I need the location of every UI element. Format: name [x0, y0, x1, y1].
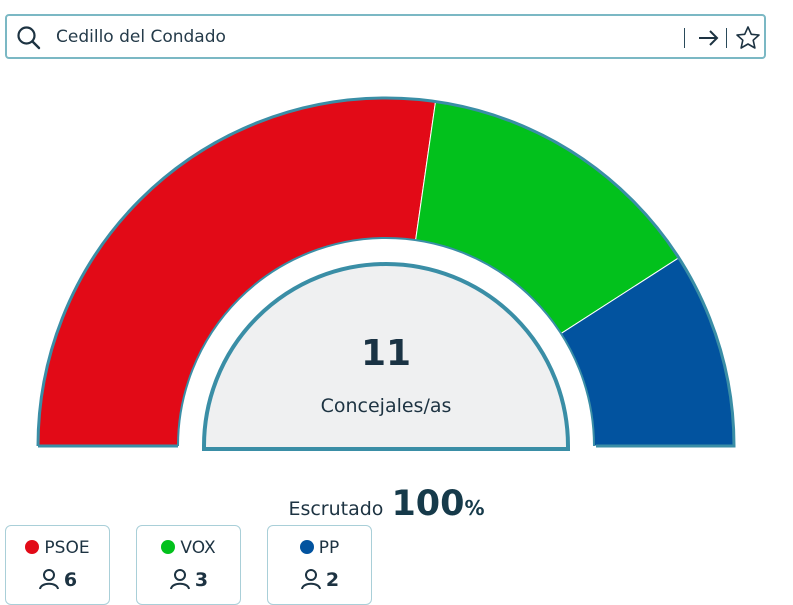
star-icon [736, 26, 760, 49]
separator [726, 28, 727, 48]
search-bar [5, 14, 766, 59]
party-seats: 6 [63, 569, 78, 591]
party-name: VOX [180, 538, 216, 558]
chart-outer-border [36, 96, 736, 448]
party-card-psoe[interactable]: PSOE 6 [5, 525, 110, 605]
scrutiny-value: 100 [391, 484, 465, 524]
party-name: PP [318, 538, 340, 558]
seats-label: Concejales/as [321, 395, 452, 417]
chart-center [202, 262, 570, 451]
party-seats: 3 [194, 569, 209, 591]
search-icon[interactable] [16, 25, 42, 51]
party-color-dot [25, 540, 40, 554]
chart-inner-border [177, 237, 595, 447]
seat-distribution-chart: 11 Concejales/as [36, 96, 736, 451]
party-card-pp[interactable]: PP 2 [267, 525, 372, 605]
party-seats: 2 [325, 569, 340, 591]
scrutiny-label: Escrutado [288, 498, 384, 520]
person-icon [38, 568, 60, 590]
party-color-dot [161, 540, 176, 554]
party-card-vox[interactable]: VOX 3 [136, 525, 241, 605]
arrow-right-icon [699, 30, 719, 46]
search-input[interactable] [56, 21, 656, 53]
person-icon [300, 568, 322, 590]
favorite-button[interactable] [731, 22, 765, 54]
scrutiny-unit: % [464, 496, 485, 520]
separator [684, 28, 685, 48]
party-color-dot [299, 540, 314, 554]
scrutiny: Escrutado 100% [0, 484, 773, 524]
total-seats: 11 [361, 333, 411, 374]
party-name: PSOE [44, 538, 90, 558]
go-button[interactable] [691, 22, 725, 54]
person-icon [169, 568, 191, 590]
